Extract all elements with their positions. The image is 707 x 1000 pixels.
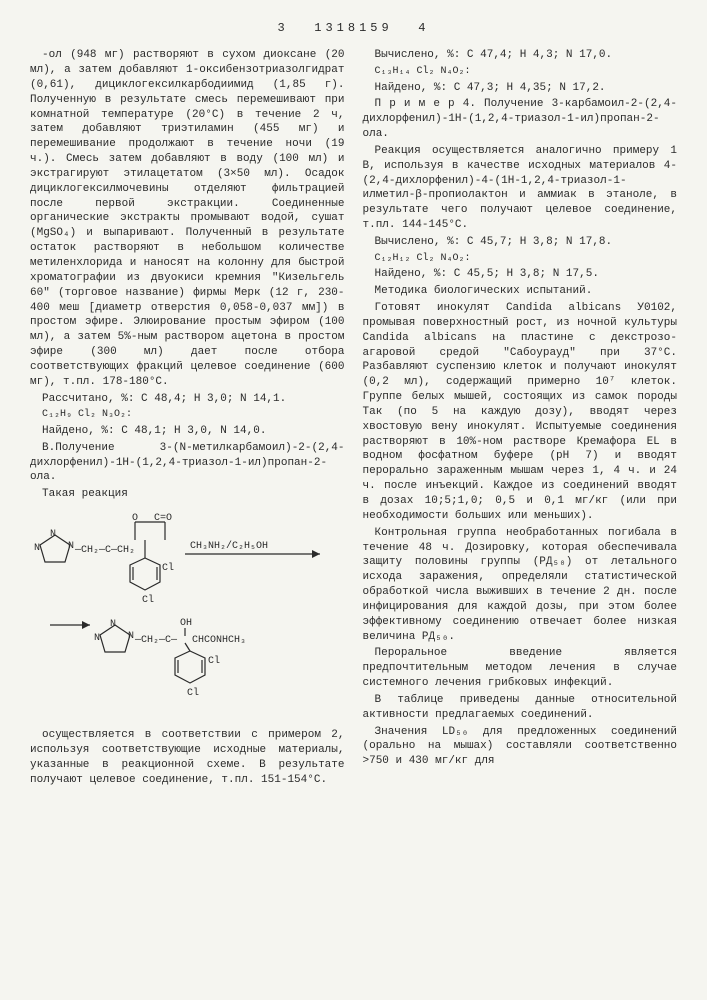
svg-text:O: O (132, 513, 138, 524)
method-p5: Значения LD₅₀ для предложенных соединени… (363, 725, 678, 770)
found3: Найдено, %: С 45,5; H 3,8; N 17,5. (363, 267, 678, 282)
method-title: Методика биологических испытаний. (363, 284, 678, 299)
svg-text:N: N (50, 529, 56, 540)
reaction-intro: Такая реакция (30, 487, 345, 502)
found2: Найдено, %: С 47,3; H 4,35; N 17,2. (363, 81, 678, 96)
right-column: Вычислено, %: С 47,4; H 4,3; N 17,0. С₁₃… (363, 48, 678, 789)
reaction-scheme: N N N —CH₂—C—CH₂ O C=O Cl (30, 510, 345, 720)
left-column: -ол (948 мг) растворяют в сухом диоксане… (30, 48, 345, 789)
conhch3-label: CHCONHCH₃ (192, 635, 246, 646)
cl-label-4: Cl (187, 687, 199, 699)
page-header: 3 1318159 4 (30, 20, 677, 36)
calc2-label: Вычислено, %: С 47,4; H 4,3; N 17,0. (363, 48, 678, 63)
reagent-label: CH₃NH₂/C₂H₅OH (190, 540, 268, 552)
method-p3: Пероральное введение является предпочтит… (363, 646, 678, 691)
scheme-svg: N N N —CH₂—C—CH₂ O C=O Cl (30, 510, 340, 720)
svg-text:N: N (34, 543, 40, 554)
svg-text:N: N (94, 633, 100, 644)
left-para-1: -ол (948 мг) растворяют в сухом диоксане… (30, 48, 345, 389)
svg-text:N: N (110, 619, 116, 630)
calc1-formula: С₁₂H₉ Cl₂ N₃O₂: (30, 408, 345, 422)
method-p2: Контрольная группа необработанных погиба… (363, 526, 678, 645)
cl-label-2: Cl (142, 594, 154, 606)
calc3-formula: С₁₂H₁₂ Cl₂ N₄O₂: (363, 252, 678, 266)
example4-title: П р и м е р 4. Получение 3-карбамоил-2-(… (363, 97, 678, 142)
method-p1: Готовят инокулят Candida albicans У0102,… (363, 301, 678, 524)
svg-text:—CH₂—C—: —CH₂—C— (134, 635, 178, 646)
example4-para: Реакция осуществляется аналогично пример… (363, 144, 678, 233)
calc3-label: Вычислено, %: С 45,7; H 3,8; N 17,8. (363, 235, 678, 250)
right-page-num: 4 (404, 20, 444, 36)
two-column-layout: -ол (948 мг) растворяют в сухом диоксане… (30, 48, 677, 789)
calc1-label: Рассчитано, %: С 48,4; H 3,0; N 14,1. (30, 392, 345, 407)
calc2-formula: С₁₃H₁₄ Cl₂ N₄O₂: (363, 65, 678, 79)
cl-label-3: Cl (208, 655, 220, 667)
left-para-4: осуществляется в соответствии с примером… (30, 728, 345, 787)
arrow-head (312, 550, 320, 558)
oh-label: OH (180, 618, 192, 629)
doc-number: 1318159 (314, 21, 392, 35)
method-p4: В таблице приведены данные относительной… (363, 693, 678, 723)
svg-text:—CH₂—C—CH₂: —CH₂—C—CH₂ (74, 545, 135, 556)
left-section-b-title: В.Получение 3-(N-метилкарбамоил)-2-(2,4-… (30, 441, 345, 486)
left-page-num: 3 (263, 20, 303, 36)
svg-text:C=O: C=O (154, 513, 172, 524)
cl-label-1: Cl (162, 562, 174, 574)
svg-text:N: N (68, 541, 74, 552)
found1: Найдено, %: С 48,1; H 3,0, N 14,0. (30, 424, 345, 439)
svg-text:N: N (128, 631, 134, 642)
